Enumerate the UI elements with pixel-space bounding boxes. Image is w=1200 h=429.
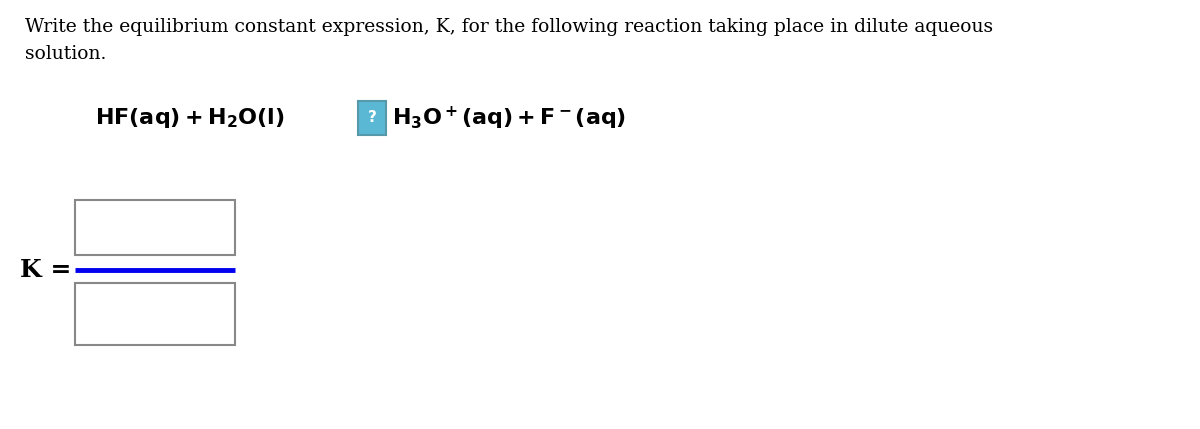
Text: $\mathbf{HF(aq) + H_2O(l)}$: $\mathbf{HF(aq) + H_2O(l)}$	[95, 106, 284, 130]
Text: K =: K =	[20, 258, 71, 282]
Bar	[74, 283, 235, 345]
Text: $\mathbf{H_3O^+(aq) + F^-(aq)}$: $\mathbf{H_3O^+(aq) + F^-(aq)}$	[392, 104, 626, 132]
Text: ?: ?	[367, 111, 377, 126]
Text: Write the equilibrium constant expression, K, for the following reaction taking : Write the equilibrium constant expressio…	[25, 18, 994, 36]
Bar	[358, 101, 386, 135]
Bar	[74, 200, 235, 255]
Text: solution.: solution.	[25, 45, 107, 63]
